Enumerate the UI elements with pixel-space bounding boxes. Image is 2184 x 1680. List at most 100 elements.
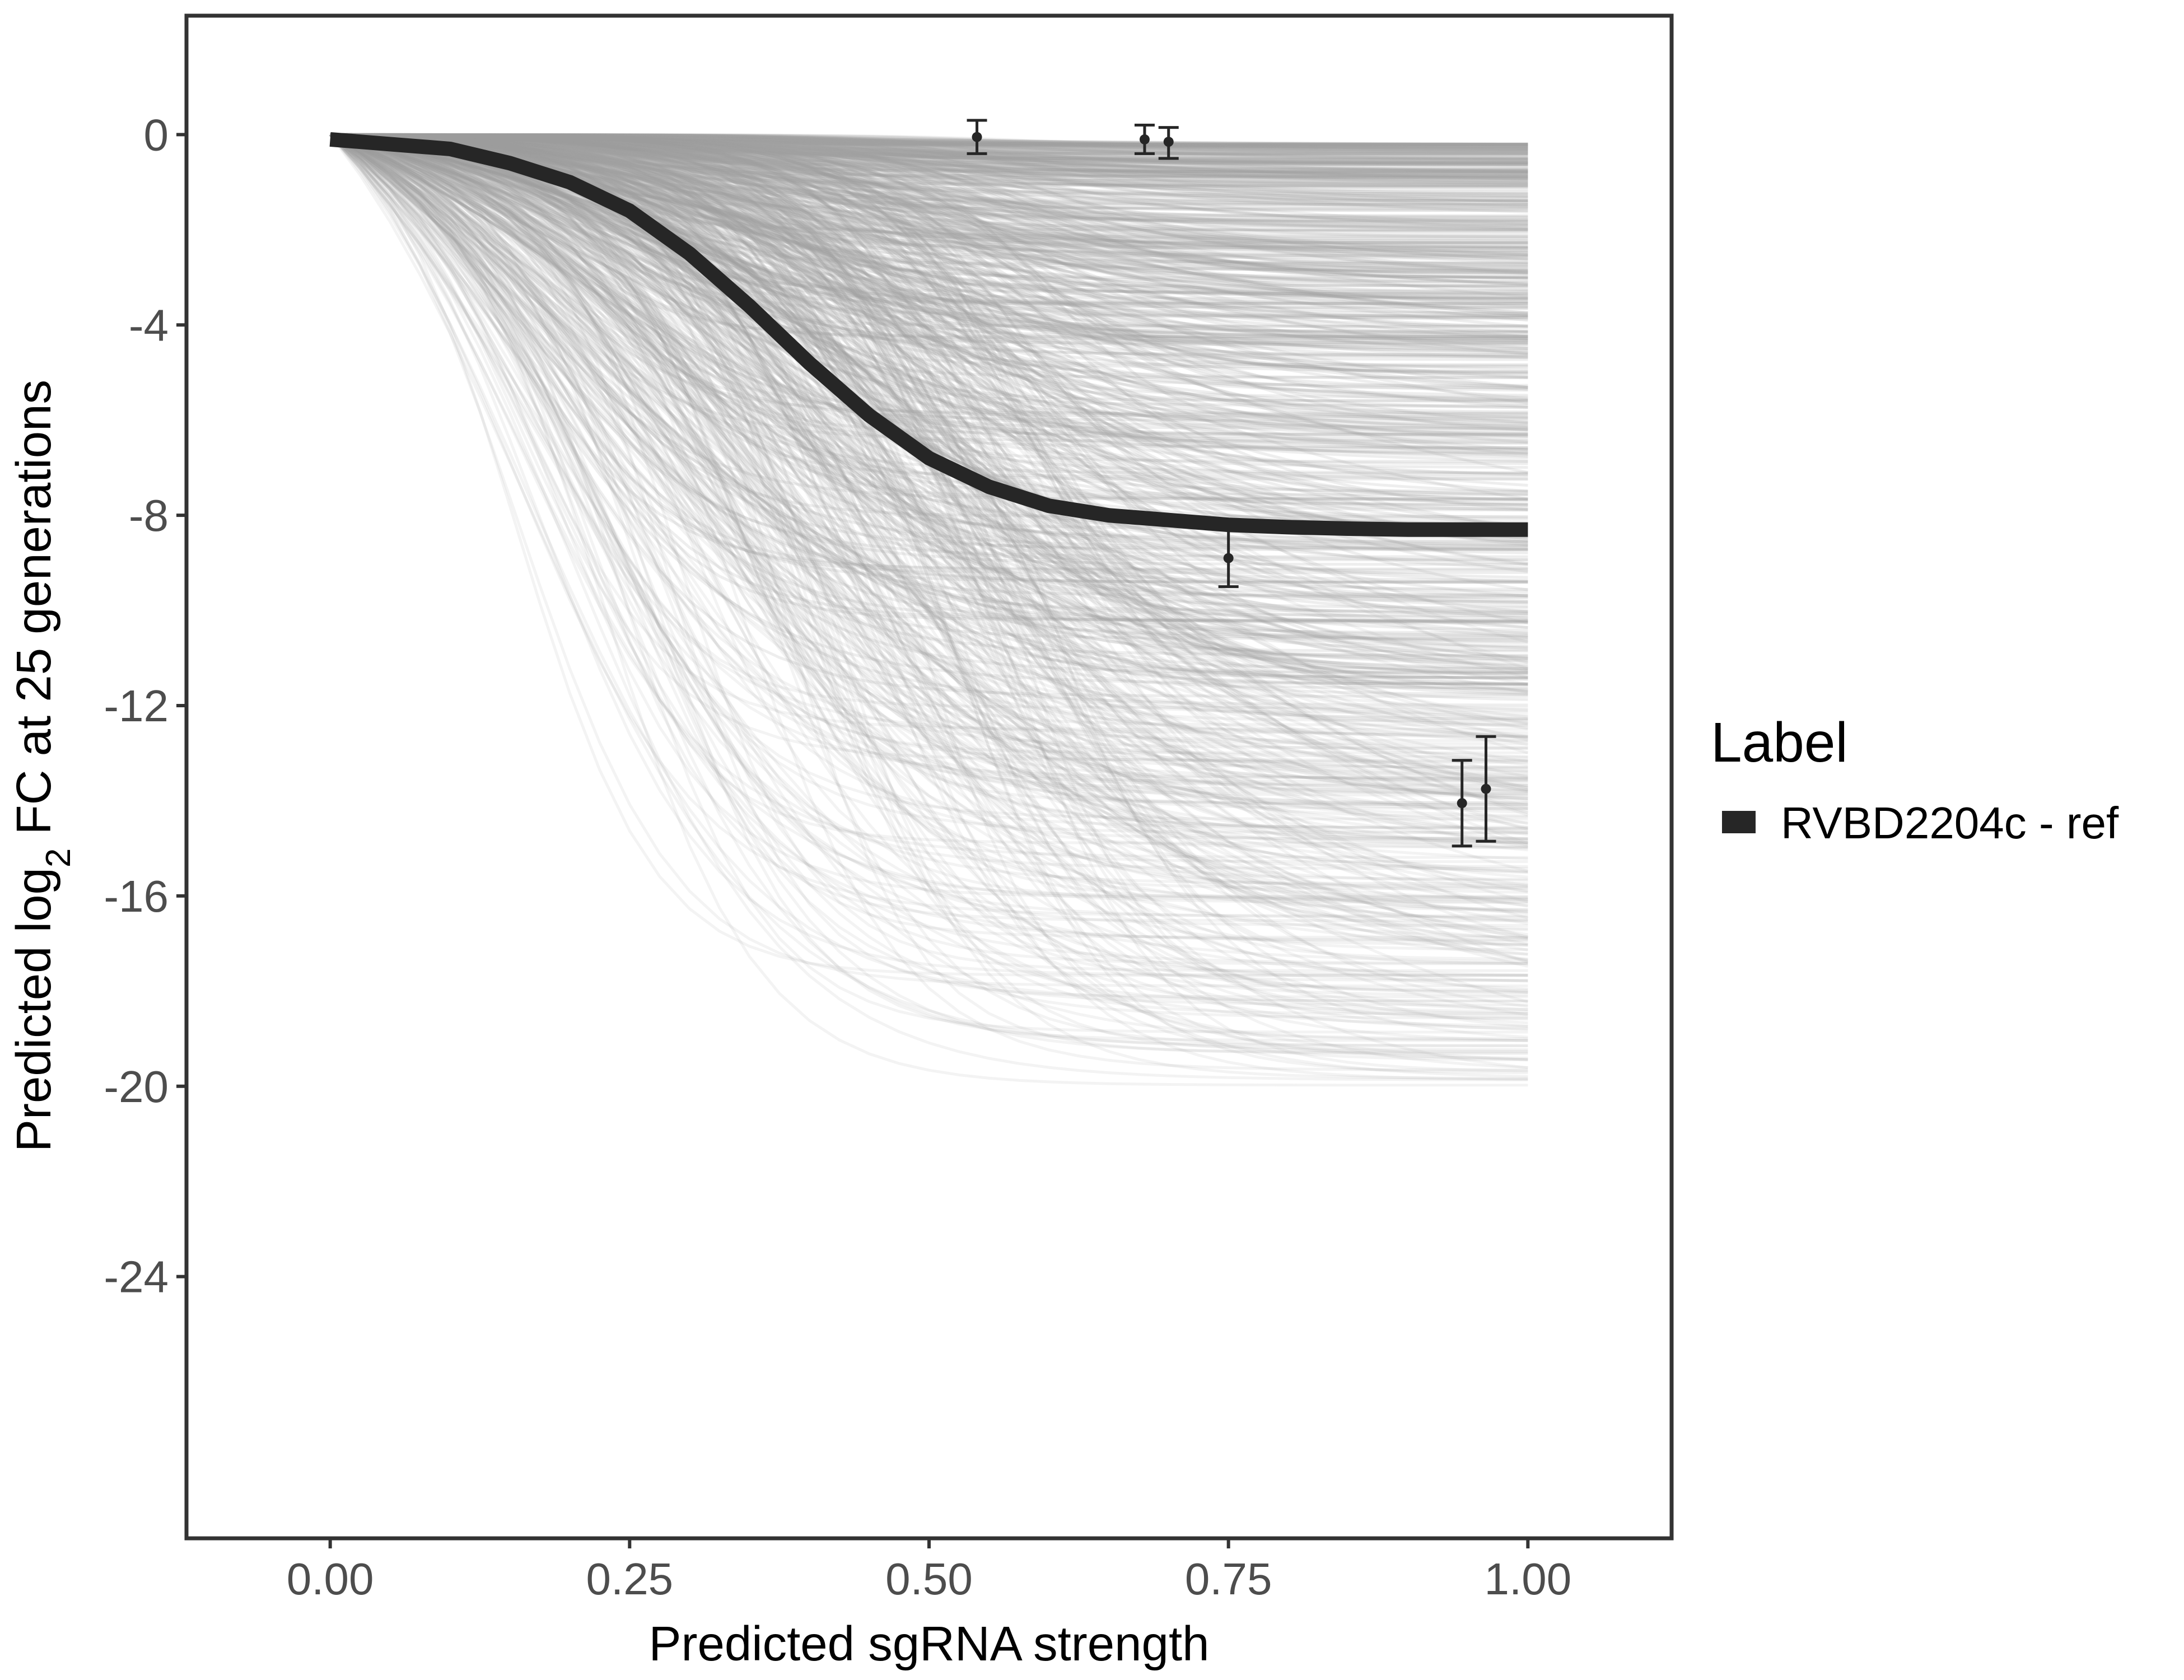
background-curve — [329, 133, 1528, 427]
background-curve — [329, 133, 1528, 566]
background-curve — [329, 133, 1528, 773]
background-curve — [330, 133, 1528, 148]
background-curve — [330, 133, 1528, 783]
background-curve — [329, 133, 1528, 547]
background-curve — [330, 133, 1528, 260]
background-curve — [330, 133, 1528, 1054]
background-curve — [330, 133, 1528, 640]
background-curve — [330, 133, 1528, 668]
background-curve — [330, 133, 1528, 956]
background-curve — [330, 133, 1528, 340]
background-curve — [330, 133, 1528, 148]
background-curve — [330, 133, 1528, 256]
background-curve — [330, 133, 1528, 274]
background-curve — [330, 133, 1528, 430]
background-curve — [330, 133, 1528, 424]
background-curve — [329, 133, 1528, 693]
background-curve — [330, 133, 1528, 566]
background-curve — [330, 133, 1528, 195]
background-curve — [330, 133, 1528, 531]
background-curve — [329, 133, 1528, 558]
background-curve — [330, 133, 1528, 844]
background-curve — [330, 133, 1528, 889]
background-curve — [330, 133, 1528, 346]
background-curve — [330, 133, 1528, 334]
background-curve — [330, 133, 1528, 793]
background-curve — [329, 133, 1528, 1042]
background-curve — [329, 133, 1528, 673]
background-curve — [329, 133, 1529, 872]
background-curve — [330, 133, 1528, 835]
background-curve — [330, 133, 1528, 676]
background-curve — [330, 133, 1528, 416]
background-curve — [329, 133, 1528, 518]
background-curve — [330, 133, 1528, 167]
background-curve — [330, 133, 1528, 206]
background-curve — [329, 133, 1528, 675]
background-curve — [329, 133, 1528, 550]
background-curve — [329, 133, 1528, 670]
background-curve — [330, 133, 1528, 189]
background-curve — [330, 133, 1528, 983]
background-curve — [330, 133, 1528, 623]
background-curve — [329, 133, 1528, 1002]
background-curve — [330, 133, 1528, 183]
background-curve — [330, 133, 1528, 233]
background-curve — [330, 133, 1528, 214]
background-curve — [330, 133, 1528, 389]
x-axis: 0.00 0.25 0.50 0.75 1.00 — [287, 1538, 1571, 1604]
background-curve — [329, 133, 1528, 762]
background-curve — [330, 133, 1528, 248]
background-curve — [330, 133, 1528, 179]
background-curve — [330, 133, 1528, 547]
background-curve — [330, 133, 1529, 670]
background-curve — [330, 133, 1528, 1021]
background-curve — [330, 133, 1528, 276]
background-curve — [330, 133, 1528, 206]
background-curve — [330, 133, 1528, 881]
background-curve — [330, 133, 1528, 769]
background-curve — [330, 133, 1528, 315]
background-curve — [330, 133, 1528, 840]
background-curve — [329, 133, 1528, 848]
x-axis-title: Predicted sgRNA strength — [648, 1617, 1209, 1671]
background-curve — [330, 133, 1528, 148]
background-curve — [330, 133, 1528, 993]
background-curve — [330, 133, 1528, 353]
background-curve — [330, 133, 1528, 258]
background-curve — [330, 133, 1528, 596]
background-curve — [330, 133, 1528, 194]
background-curve — [330, 133, 1528, 245]
background-curve — [329, 133, 1528, 1016]
background-curve — [330, 133, 1528, 209]
legend: Label RVBD2204c - ref — [1711, 711, 2119, 848]
background-curve — [330, 133, 1528, 165]
background-curve — [330, 133, 1528, 150]
background-curve — [330, 133, 1528, 456]
background-curve — [330, 133, 1528, 806]
background-curve — [330, 133, 1528, 151]
background-curve — [329, 133, 1528, 898]
background-curve — [330, 133, 1528, 399]
y-axis-title-part1: Predicted log — [7, 867, 61, 1152]
background-curve — [330, 133, 1528, 250]
background-curve — [330, 133, 1528, 154]
background-curve — [330, 133, 1528, 150]
background-curve — [330, 133, 1528, 300]
background-curve — [329, 133, 1528, 941]
background-curve — [330, 133, 1528, 901]
background-curve — [330, 133, 1528, 179]
background-curve — [330, 133, 1528, 225]
x-tick-label: 1.00 — [1485, 1554, 1572, 1604]
background-curve — [330, 133, 1528, 222]
background-curve — [329, 133, 1528, 310]
background-curve — [330, 133, 1528, 179]
background-curve — [330, 133, 1528, 318]
background-curve — [330, 133, 1528, 419]
background-curve — [330, 133, 1528, 152]
background-curve — [330, 133, 1528, 502]
background-curve — [330, 133, 1528, 274]
background-curve — [330, 133, 1528, 198]
background-curve — [329, 133, 1528, 459]
background-curve — [329, 133, 1528, 623]
